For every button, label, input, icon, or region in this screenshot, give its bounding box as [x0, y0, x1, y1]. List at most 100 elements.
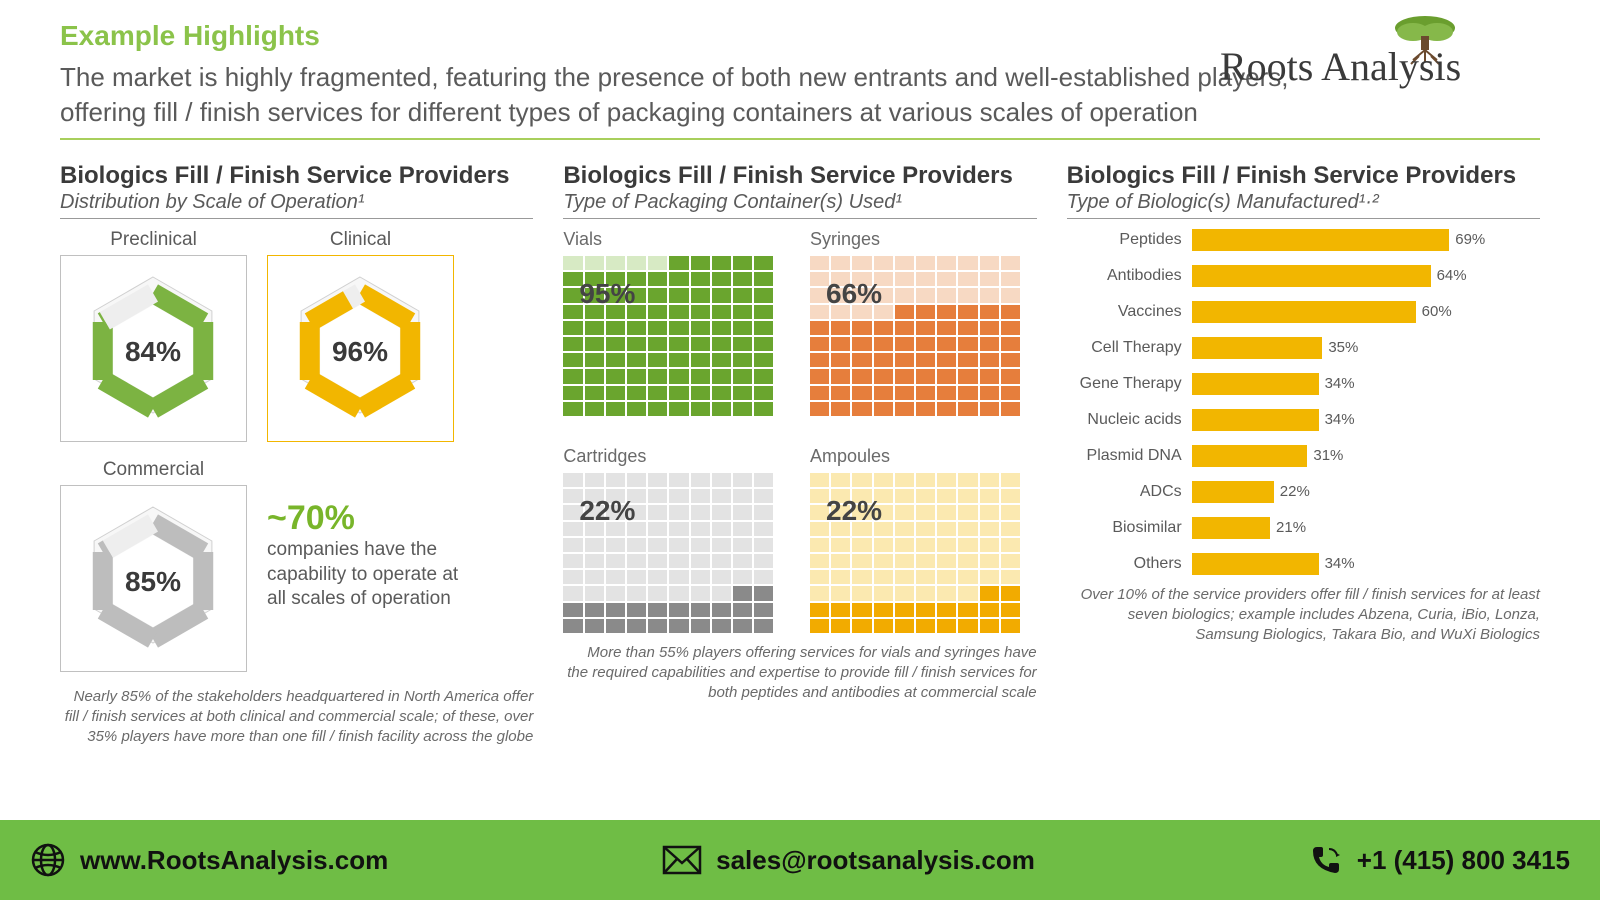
- panel1-title: Biologics Fill / Finish Service Provider…: [60, 162, 533, 191]
- bar-value: 60%: [1422, 303, 1452, 320]
- waffle-value-syringes: 66%: [826, 278, 882, 310]
- bar-row: Cell Therapy 35%: [1067, 337, 1540, 359]
- bar-value: 34%: [1325, 411, 1355, 428]
- bar-fill: [1192, 337, 1323, 359]
- bar-value: 69%: [1455, 231, 1485, 248]
- bar-fill: [1192, 301, 1416, 323]
- bar-track: [1192, 265, 1431, 287]
- bar-track: [1192, 409, 1319, 431]
- hex-label-preclinical: Preclinical: [60, 229, 247, 251]
- bar-label: Nucleic acids: [1067, 411, 1182, 429]
- bar-fill: [1192, 265, 1431, 287]
- bar-track: [1192, 301, 1416, 323]
- header-rule: [60, 138, 1540, 140]
- footer-website: www.RootsAnalysis.com: [30, 842, 388, 878]
- bar-row: Nucleic acids 34%: [1067, 409, 1540, 431]
- panel3-title: Biologics Fill / Finish Service Provider…: [1067, 162, 1540, 191]
- bar-row: ADCs 22%: [1067, 481, 1540, 503]
- bar-chart: Peptides 69% Antibodies 64% Vaccines 60% Cell …: [1067, 229, 1540, 575]
- bar-fill: [1192, 517, 1270, 539]
- phone-icon: [1309, 843, 1343, 877]
- panel1-subtitle: Distribution by Scale of Operation¹: [60, 191, 533, 219]
- company-logo: Roots Analysis: [1220, 10, 1570, 95]
- bar-track: [1192, 445, 1308, 467]
- footer-email-text: sales@rootsanalysis.com: [716, 845, 1035, 876]
- panel1-callout: ~70% companies have the capability to op…: [267, 499, 477, 677]
- bar-label: Biosimilar: [1067, 519, 1182, 537]
- bar-row: Vaccines 60%: [1067, 301, 1540, 323]
- bar-track: [1192, 517, 1270, 539]
- bar-fill: [1192, 553, 1319, 575]
- waffle-chart-syringes: 66%: [810, 256, 1037, 416]
- envelope-icon: [662, 845, 702, 875]
- panel2-subtitle: Type of Packaging Container(s) Used¹: [563, 191, 1036, 219]
- bar-label: Cell Therapy: [1067, 339, 1182, 357]
- footer: www.RootsAnalysis.com sales@rootsanalysi…: [0, 820, 1600, 900]
- bar-value: 31%: [1313, 447, 1343, 464]
- footer-phone: +1 (415) 800 3415: [1309, 843, 1570, 877]
- bar-label: Plasmid DNA: [1067, 447, 1182, 465]
- panel2-title: Biologics Fill / Finish Service Provider…: [563, 162, 1036, 191]
- waffle-value-cartridges: 22%: [579, 495, 635, 527]
- hex-chart-preclinical: 84%: [71, 266, 236, 431]
- bar-value: 21%: [1276, 519, 1306, 536]
- bar-fill: [1192, 229, 1450, 251]
- callout-text: companies have the capability to operate…: [267, 538, 477, 612]
- bar-value: 64%: [1437, 267, 1467, 284]
- hex-label-clinical: Clinical: [267, 229, 454, 251]
- waffle-value-vials: 95%: [579, 278, 635, 310]
- hex-chart-commercial: 85%: [71, 496, 236, 661]
- svg-text:85%: 85%: [125, 566, 181, 597]
- bar-value: 34%: [1325, 555, 1355, 572]
- bar-label: Antibodies: [1067, 267, 1182, 285]
- page-subtitle: The market is highly fragmented, featuri…: [60, 60, 1340, 130]
- bar-track: [1192, 553, 1319, 575]
- waffle-label-ampoules: Ampoules: [810, 446, 1037, 467]
- bar-row: Plasmid DNA 31%: [1067, 445, 1540, 467]
- bar-fill: [1192, 445, 1308, 467]
- bar-label: Others: [1067, 555, 1182, 573]
- hex-box-preclinical: 84%: [60, 255, 247, 442]
- svg-text:96%: 96%: [332, 336, 388, 367]
- bar-label: Gene Therapy: [1067, 375, 1182, 393]
- waffle-chart-ampoules: 22%: [810, 473, 1037, 633]
- bar-track: [1192, 337, 1323, 359]
- footer-website-text: www.RootsAnalysis.com: [80, 845, 388, 876]
- bar-value: 34%: [1325, 375, 1355, 392]
- bar-fill: [1192, 409, 1319, 431]
- hex-label-commercial: Commercial: [60, 459, 247, 481]
- bar-fill: [1192, 481, 1274, 503]
- bar-value: 22%: [1280, 483, 1310, 500]
- panel1-note: Nearly 85% of the stakeholders headquart…: [60, 687, 533, 748]
- bar-row: Peptides 69%: [1067, 229, 1540, 251]
- waffle-chart-vials: 95%: [563, 256, 790, 416]
- panel3-subtitle: Type of Biologic(s) Manufactured¹·²: [1067, 191, 1540, 219]
- bar-row: Antibodies 64%: [1067, 265, 1540, 287]
- bar-row: Biosimilar 21%: [1067, 517, 1540, 539]
- bar-track: [1192, 229, 1450, 251]
- bar-track: [1192, 373, 1319, 395]
- bar-label: Peptides: [1067, 231, 1182, 249]
- bar-row: Others 34%: [1067, 553, 1540, 575]
- svg-text:84%: 84%: [125, 336, 181, 367]
- callout-percentage: ~70%: [267, 499, 477, 538]
- panel2-note: More than 55% players offering services …: [563, 643, 1036, 704]
- waffle-value-ampoules: 22%: [826, 495, 882, 527]
- svg-text:Roots Analysis: Roots Analysis: [1220, 44, 1461, 89]
- bar-fill: [1192, 373, 1319, 395]
- bar-label: ADCs: [1067, 483, 1182, 501]
- panel3-note: Over 10% of the service providers offer …: [1067, 585, 1540, 646]
- waffle-label-cartridges: Cartridges: [563, 446, 790, 467]
- waffle-chart-cartridges: 22%: [563, 473, 790, 633]
- footer-phone-text: +1 (415) 800 3415: [1357, 845, 1570, 876]
- footer-email: sales@rootsanalysis.com: [662, 845, 1035, 876]
- bar-row: Gene Therapy 34%: [1067, 373, 1540, 395]
- bar-value: 35%: [1328, 339, 1358, 356]
- globe-icon: [30, 842, 66, 878]
- hex-box-clinical: 96%: [267, 255, 454, 442]
- hex-chart-clinical: 96%: [278, 266, 443, 431]
- waffle-label-syringes: Syringes: [810, 229, 1037, 250]
- waffle-label-vials: Vials: [563, 229, 790, 250]
- bar-label: Vaccines: [1067, 303, 1182, 321]
- hex-box-commercial: 85%: [60, 485, 247, 672]
